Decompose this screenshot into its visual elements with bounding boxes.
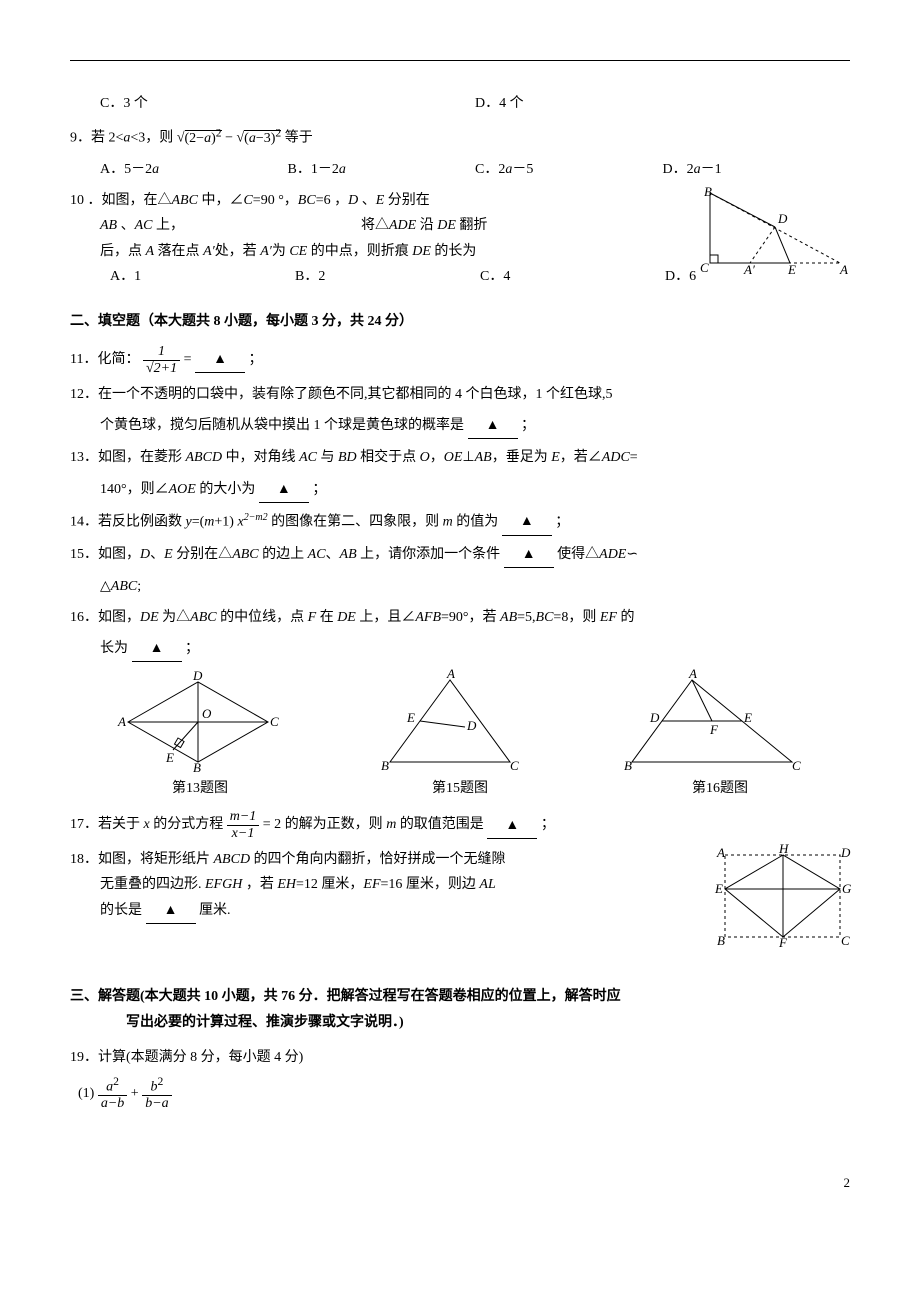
q10-label-ap: A′ (743, 262, 755, 277)
section2-title: 二、填空题（本大题共 8 小题，每小题 3 分，共 24 分） (70, 309, 850, 334)
svg-text:H: H (778, 841, 789, 856)
q10-label-b: B (704, 184, 712, 199)
svg-text:D: D (840, 845, 851, 860)
q9-opt-a: A．5－2a (100, 157, 288, 182)
q19: 19．计算(本题满分 8 分，每小题 4 分) (70, 1045, 850, 1070)
svg-text:D: D (192, 668, 203, 683)
fig16-cap: 第16题图 (590, 776, 850, 801)
q10-label-e: E (787, 262, 796, 277)
fig16-svg: A B C D E F (622, 672, 802, 772)
svg-text:A: A (716, 845, 725, 860)
page-number: 2 (70, 1171, 850, 1194)
q10-label-c: C (700, 260, 709, 275)
q10: B C D E A A′ 10 ．如图，在△ABC 中，∠C=90 °，BC=6… (70, 188, 850, 289)
figures-row: A B C D O E A B C D E A B C D E F (70, 672, 850, 772)
svg-text:A: A (117, 714, 126, 729)
q9-pre: 9．若 2< (70, 131, 123, 146)
q18-blank: ▲ (146, 898, 196, 924)
q11: 11．化简： 1 √2+1 = ▲ ； (70, 344, 850, 376)
svg-text:A: A (446, 666, 455, 681)
svg-text:F: F (709, 722, 719, 737)
q13-l2: 140°，则∠AOE 的大小为 ▲ ； (70, 477, 850, 503)
q9-mid: <3，则 (130, 131, 173, 146)
q12-l2: 个黄色球，搅匀后随机从袋中摸出 1 个球是黄色球的概率是 ▲ ； (70, 413, 850, 439)
svg-text:G: G (842, 881, 852, 896)
q9-opt-c: C．2a－5 (475, 157, 663, 182)
q16-blank: ▲ (132, 636, 182, 662)
svg-text:E: E (406, 710, 415, 725)
q15-l1: 15．如图，D、E 分别在△ABC 的边上 AC、AB 上，请你添加一个条件 ▲… (70, 542, 850, 568)
svg-text:E: E (743, 710, 752, 725)
q14-blank: ▲ (502, 509, 552, 535)
svg-text:O: O (202, 706, 212, 721)
q14: 14．若反比例函数 y=(m+1) x2−m2 的图像在第二、四象限，则 m 的… (70, 509, 850, 536)
q9-stem: 9．若 2<a<3，则 √(2−a)2 − √(a−3)2 等于 (70, 122, 850, 151)
svg-text:F: F (778, 935, 788, 950)
svg-text:C: C (270, 714, 279, 729)
q13-blank: ▲ (259, 477, 309, 503)
q10-opt-b: B．2 (295, 264, 480, 289)
svg-text:B: B (193, 760, 201, 775)
fig15-svg: A B C D E (375, 672, 525, 772)
q12-l1: 12．在一个不透明的口袋中，装有除了颜色不同,其它都相同的 4 个白色球，1 个… (70, 382, 850, 407)
q11-eq: = (184, 352, 192, 367)
q8-options-cd: C．3 个 D．4 个 (70, 91, 850, 116)
q10-opt-c: C．4 (480, 264, 665, 289)
q8-opt-c: C．3 个 (100, 91, 475, 116)
q9-options: A．5－2a B．1－2a C．2a－5 D．2a－1 (70, 157, 850, 182)
top-rule (70, 60, 850, 61)
svg-text:E: E (165, 750, 174, 765)
q11-blank: ▲ (195, 347, 245, 373)
q9-post: 等于 (285, 131, 313, 146)
fig15-cap: 第15题图 (330, 776, 590, 801)
q9-opt-b: B．1－2a (288, 157, 476, 182)
q13-l1: 13．如图，在菱形 ABCD 中，对角线 AC 与 BD 相交于点 O，OE⊥A… (70, 445, 850, 470)
svg-text:C: C (792, 758, 801, 773)
svg-text:B: B (381, 758, 389, 773)
figure-captions: 第13题图 第15题图 第16题图 (70, 776, 850, 801)
q16-l1: 16．如图，DE 为△ABC 的中位线，点 F 在 DE 上，且∠AFB=90°… (70, 605, 850, 630)
q17-blank: ▲ (487, 813, 537, 839)
svg-text:A: A (688, 666, 697, 681)
q18-figure: A B C D E F G H (715, 847, 850, 956)
svg-text:C: C (510, 758, 519, 773)
q10-label-a: A (839, 262, 848, 277)
q8-opt-d: D．4 个 (475, 91, 850, 116)
section3-title: 三、解答题(本大题共 10 小题，共 76 分．把解答过程写在答题卷相应的位置上… (70, 984, 850, 1034)
q17-frac: m−1 x−1 (227, 809, 260, 841)
svg-text:C: C (841, 933, 850, 948)
fig13-cap: 第13题图 (70, 776, 330, 801)
svg-text:B: B (717, 933, 725, 948)
svg-text:E: E (714, 881, 723, 896)
q9-opt-d: D．2a－1 (663, 157, 851, 182)
q9-expr: √(2−a)2 − √(a−3)2 (177, 130, 281, 146)
svg-text:B: B (624, 758, 632, 773)
q15-blank: ▲ (504, 542, 554, 568)
q16-l2: 长为 ▲ ； (70, 636, 850, 662)
fig13-svg: A B C D O E (118, 672, 278, 772)
q17: 17．若关于 x 的分式方程 m−1 x−1 = 2 的解为正数，则 m 的取值… (70, 809, 850, 841)
q12-blank: ▲ (468, 413, 518, 439)
q11-frac: 1 √2+1 (143, 344, 180, 376)
q18: A B C D E F G H 18．如图，将矩形纸片 ABCD 的四个角向内翻… (70, 847, 850, 956)
svg-text:D: D (466, 718, 477, 733)
q15-l2: △ABC; (70, 574, 850, 599)
q19-1: (1) a2 a−b + b2 b−a (70, 1076, 850, 1111)
q10-figure: B C D E A A′ (700, 188, 850, 282)
q11-pre: 11．化简： (70, 352, 139, 367)
svg-text:D: D (649, 710, 660, 725)
q10-label-d: D (777, 211, 788, 226)
q10-opt-a: A．1 (110, 264, 295, 289)
